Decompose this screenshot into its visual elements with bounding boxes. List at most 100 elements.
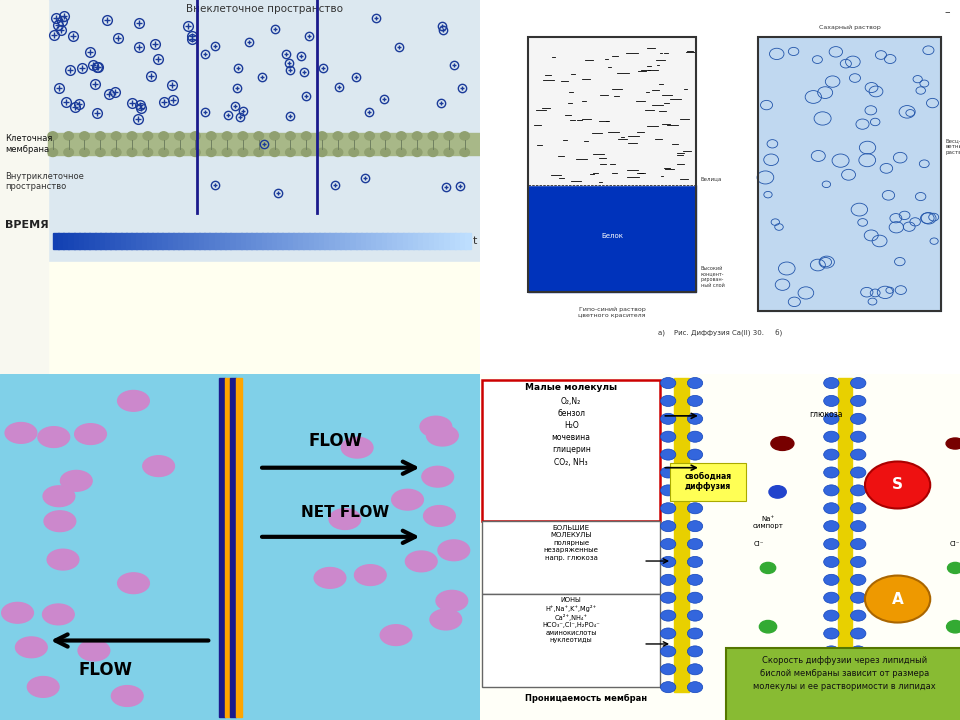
Ellipse shape — [421, 467, 453, 487]
Circle shape — [824, 646, 839, 657]
Bar — [308, 233, 315, 249]
FancyBboxPatch shape — [726, 648, 960, 720]
Ellipse shape — [75, 423, 107, 444]
Ellipse shape — [286, 132, 296, 140]
Bar — [329, 233, 336, 249]
Text: NET FLOW: NET FLOW — [301, 505, 390, 520]
Bar — [449, 233, 456, 249]
Ellipse shape — [206, 148, 216, 156]
Bar — [235, 233, 242, 249]
Bar — [335, 233, 341, 249]
Circle shape — [824, 431, 839, 442]
Ellipse shape — [64, 148, 74, 156]
Circle shape — [851, 377, 866, 389]
Ellipse shape — [64, 132, 74, 140]
Circle shape — [687, 575, 703, 585]
Bar — [162, 233, 169, 249]
Circle shape — [824, 628, 839, 639]
Bar — [89, 233, 95, 249]
Ellipse shape — [428, 148, 438, 156]
Ellipse shape — [270, 148, 279, 156]
Circle shape — [769, 486, 786, 498]
Circle shape — [824, 449, 839, 460]
Circle shape — [687, 413, 703, 424]
Bar — [267, 233, 273, 249]
Circle shape — [824, 539, 839, 549]
Bar — [219, 378, 225, 716]
Bar — [252, 233, 257, 249]
Circle shape — [660, 449, 676, 460]
Circle shape — [687, 610, 703, 621]
Ellipse shape — [38, 427, 70, 447]
Text: Беcц-
ветный
раствор: Беcц- ветный раствор — [946, 138, 960, 155]
Ellipse shape — [42, 604, 74, 625]
Bar — [272, 233, 278, 249]
Bar — [173, 233, 179, 249]
Ellipse shape — [380, 625, 412, 645]
Circle shape — [660, 395, 676, 407]
Bar — [79, 233, 85, 249]
Bar — [110, 233, 116, 249]
Bar — [58, 233, 64, 249]
Bar — [236, 378, 242, 716]
Ellipse shape — [396, 132, 406, 140]
Text: Сахарный раствор: Сахарный раствор — [819, 24, 880, 30]
Circle shape — [824, 503, 839, 514]
Ellipse shape — [381, 132, 391, 140]
Circle shape — [687, 664, 703, 675]
FancyBboxPatch shape — [482, 521, 660, 594]
Bar — [423, 233, 429, 249]
Circle shape — [660, 431, 676, 442]
Bar — [199, 233, 205, 249]
Ellipse shape — [444, 132, 454, 140]
Bar — [188, 233, 195, 249]
Circle shape — [824, 467, 839, 478]
Circle shape — [660, 682, 676, 693]
Circle shape — [851, 646, 866, 657]
Bar — [366, 233, 372, 249]
Bar — [126, 233, 132, 249]
Bar — [758, 37, 941, 311]
Text: Процессы транспорта: Процессы транспорта — [791, 694, 899, 703]
Bar — [674, 378, 688, 693]
Circle shape — [851, 592, 866, 603]
Bar — [0, 0, 48, 374]
Bar — [157, 233, 163, 249]
Bar — [528, 37, 696, 292]
Circle shape — [865, 575, 930, 623]
FancyBboxPatch shape — [482, 594, 660, 687]
Circle shape — [824, 395, 839, 407]
Text: Внутриклеточное
пространство: Внутриклеточное пространство — [5, 172, 84, 192]
Ellipse shape — [318, 132, 327, 140]
Circle shape — [851, 431, 866, 442]
Circle shape — [824, 592, 839, 603]
Ellipse shape — [175, 148, 184, 156]
Circle shape — [851, 521, 866, 531]
Circle shape — [687, 485, 703, 496]
Bar — [94, 233, 101, 249]
Circle shape — [687, 431, 703, 442]
Circle shape — [824, 377, 839, 389]
Ellipse shape — [428, 132, 438, 140]
Circle shape — [687, 377, 703, 389]
Text: Na⁺
симпорт: Na⁺ симпорт — [753, 516, 783, 529]
Ellipse shape — [128, 132, 137, 140]
Bar — [84, 233, 90, 249]
Circle shape — [824, 521, 839, 531]
Ellipse shape — [48, 148, 58, 156]
Bar — [121, 233, 127, 249]
Bar — [408, 233, 414, 249]
Circle shape — [660, 503, 676, 514]
Ellipse shape — [191, 148, 201, 156]
Bar — [324, 233, 330, 249]
Ellipse shape — [286, 148, 296, 156]
Text: а)    Рис. Диффузия Ca(II) 30.     б): а) Рис. Диффузия Ca(II) 30. б) — [658, 330, 782, 337]
Bar — [340, 233, 346, 249]
Circle shape — [660, 610, 676, 621]
Bar — [346, 233, 351, 249]
Ellipse shape — [143, 148, 153, 156]
Bar — [115, 233, 122, 249]
Bar — [230, 378, 236, 716]
Text: ИОНЫ
H⁺,Na⁺,K⁺,Mg²⁺
Ca²⁺,NH₄⁺
HCO₃⁻,Cl⁻,H₂PO₄⁻
аминокислоты
нуклеотиды: ИОНЫ H⁺,Na⁺,K⁺,Mg²⁺ Ca²⁺,NH₄⁺ HCO₃⁻,Cl⁻,… — [542, 598, 600, 644]
Circle shape — [824, 664, 839, 675]
